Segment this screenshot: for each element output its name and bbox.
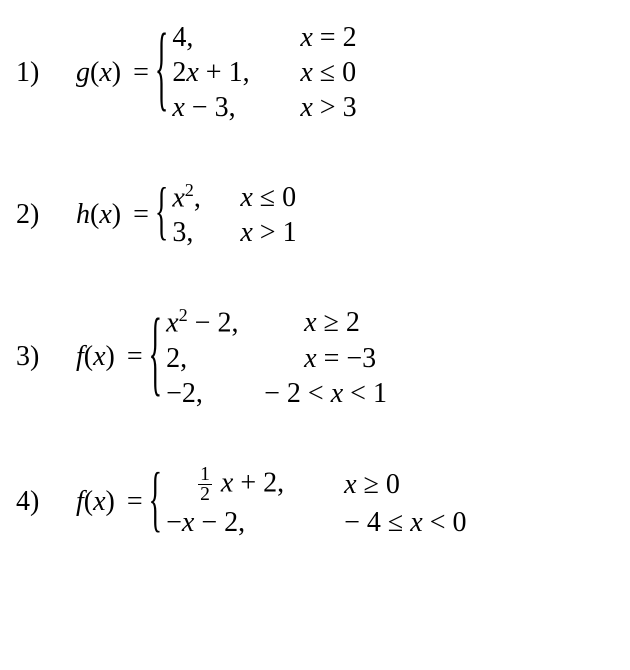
case-cond: x = −3	[304, 341, 376, 376]
equals-sign: =	[133, 57, 149, 89]
case-expr: −2,	[166, 376, 256, 411]
case-cond: x ≥ 2	[304, 305, 360, 340]
case-row: −2, − 2 < x < 1	[166, 376, 387, 411]
left-brace-icon: {	[155, 189, 168, 240]
case-row: x2 − 2, x ≥ 2	[166, 304, 387, 340]
cases: 12 x + 2, x ≥ 0 −x − 2, − 4 ≤ x < 0	[166, 465, 466, 540]
piecewise: { 12 x + 2, x ≥ 0 −x − 2, − 4 ≤ x < 0	[149, 465, 467, 540]
case-cond: x ≤ 0	[300, 55, 356, 90]
case-row: 3, x > 1	[172, 215, 296, 250]
case-row: 2x + 1, x ≤ 0	[172, 55, 356, 90]
case-row: x2, x ≤ 0	[172, 179, 296, 215]
cases: 4, x = 2 2x + 1, x ≤ 0 x − 3, x > 3	[172, 20, 356, 125]
cases: x2 − 2, x ≥ 2 2, x = −3 −2, − 2 < x < 1	[166, 304, 387, 410]
case-cond: − 2 < x < 1	[264, 376, 387, 411]
case-expr: x − 3,	[172, 90, 292, 125]
case-expr: x2,	[172, 179, 232, 215]
left-brace-icon: {	[155, 34, 168, 110]
case-expr: −x − 2,	[166, 505, 336, 540]
case-row: 4, x = 2	[172, 20, 356, 55]
case-row: x − 3, x > 3	[172, 90, 356, 125]
case-expr: 3,	[172, 215, 232, 250]
case-cond: x > 1	[240, 215, 296, 250]
case-cond: x > 3	[300, 90, 356, 125]
function-lhs: h(x)	[76, 199, 121, 231]
function-lhs: f(x)	[76, 486, 115, 518]
case-expr: 4,	[172, 20, 292, 55]
piecewise: { 4, x = 2 2x + 1, x ≤ 0 x − 3, x > 3	[155, 20, 357, 125]
piecewise: { x2 − 2, x ≥ 2 2, x = −3 −2, − 2 < x < …	[149, 304, 387, 410]
cases: x2, x ≤ 0 3, x > 1	[172, 179, 296, 250]
problem-number: 1)	[16, 57, 76, 89]
case-cond: − 4 ≤ x < 0	[344, 505, 466, 540]
case-expr: 12 x + 2,	[166, 465, 336, 505]
function-lhs: g(x)	[76, 57, 121, 89]
fraction-half: 12	[198, 465, 212, 505]
case-cond: x ≤ 0	[240, 180, 296, 215]
piecewise: { x2, x ≤ 0 3, x > 1	[155, 179, 297, 250]
equals-sign: =	[127, 341, 143, 373]
case-row: 2, x = −3	[166, 341, 387, 376]
case-expr: x2 − 2,	[166, 304, 296, 340]
left-brace-icon: {	[149, 473, 162, 531]
case-expr: 2,	[166, 341, 296, 376]
problem-1: 1) g(x) = { 4, x = 2 2x + 1, x ≤ 0 x − 3…	[16, 20, 614, 125]
case-cond: x ≥ 0	[344, 467, 400, 502]
left-brace-icon: {	[149, 319, 162, 395]
equals-sign: =	[127, 486, 143, 518]
problem-number: 3)	[16, 341, 76, 373]
function-lhs: f(x)	[76, 341, 115, 373]
problem-3: 3) f(x) = { x2 − 2, x ≥ 2 2, x = −3 −2, …	[16, 304, 614, 410]
problem-number: 2)	[16, 199, 76, 231]
case-cond: x = 2	[300, 20, 356, 55]
problem-number: 4)	[16, 486, 76, 518]
problem-2: 2) h(x) = { x2, x ≤ 0 3, x > 1	[16, 179, 614, 250]
case-row: −x − 2, − 4 ≤ x < 0	[166, 505, 466, 540]
case-expr: 2x + 1,	[172, 55, 292, 90]
equals-sign: =	[133, 199, 149, 231]
case-row: 12 x + 2, x ≥ 0	[166, 465, 466, 505]
problem-4: 4) f(x) = { 12 x + 2, x ≥ 0 −x − 2, − 4 …	[16, 465, 614, 540]
